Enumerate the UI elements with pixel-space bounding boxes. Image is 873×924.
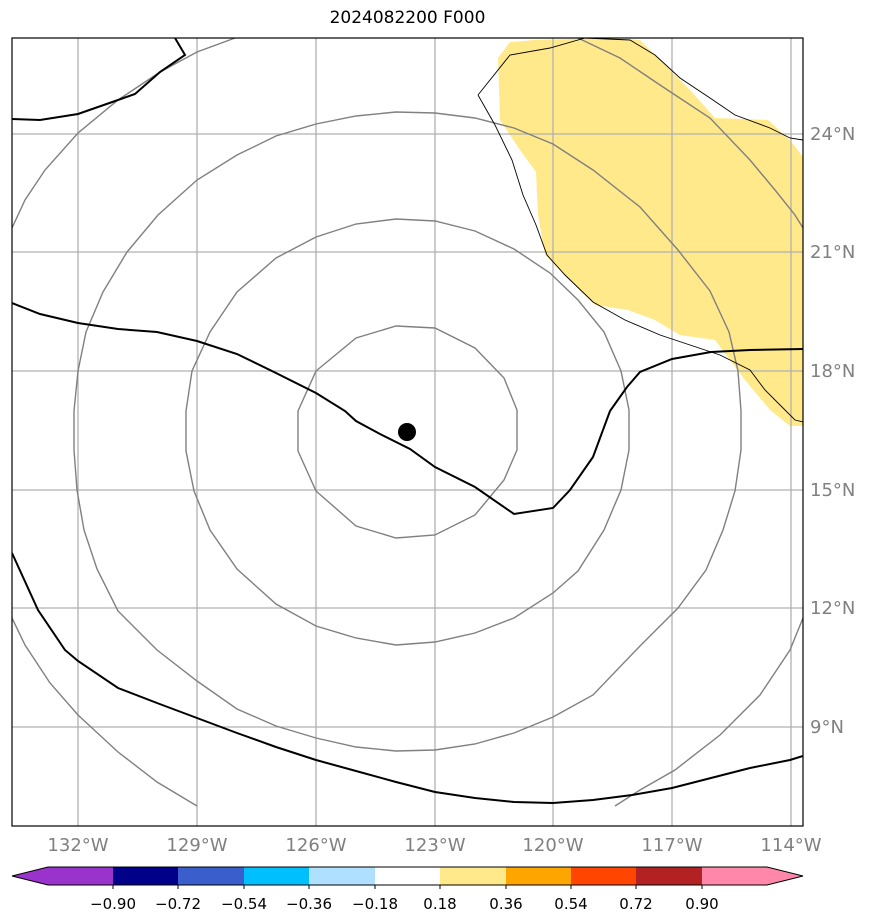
colorbar-segment-7 xyxy=(506,867,571,885)
lat-label: 12°N xyxy=(810,598,855,619)
colorbar-tick-label: 0.18 xyxy=(423,895,456,913)
storm-center-marker xyxy=(398,423,416,441)
colorbar-outline xyxy=(11,866,804,886)
black-contours xyxy=(12,38,803,805)
colorbar-segment-0 xyxy=(12,867,113,885)
colorbar-segment-5 xyxy=(375,867,440,885)
lat-label: 18°N xyxy=(810,361,855,382)
lon-label: 126°W xyxy=(285,835,346,856)
lon-label: 114°W xyxy=(760,835,821,856)
colorbar-segment-4 xyxy=(309,867,375,885)
colorbar-segment-8 xyxy=(571,867,636,885)
coastline xyxy=(477,38,803,423)
colorbar-segment-2 xyxy=(178,867,244,885)
colorbar: −0.90 −0.72 −0.54 −0.36 −0.18 0.18 0.36 … xyxy=(11,866,804,913)
latitude-labels: 24°N 21°N 18°N 15°N 12°N 9°N xyxy=(810,124,855,738)
colorbar-tick-label: 0.72 xyxy=(619,895,652,913)
colorbar-segment-6 xyxy=(440,867,506,885)
longitude-labels: 132°W 129°W 126°W 123°W 120°W 117°W 114°… xyxy=(47,835,821,856)
lon-label: 123°W xyxy=(404,835,465,856)
map-frame xyxy=(11,37,804,827)
lon-label: 120°W xyxy=(522,835,583,856)
colorbar-tick-label: 0.54 xyxy=(554,895,587,913)
lon-label: 129°W xyxy=(166,835,227,856)
colorbar-tick-label: −0.72 xyxy=(155,895,201,913)
map-title: 2024082200 F000 xyxy=(329,8,486,28)
lat-label: 24°N xyxy=(810,124,855,145)
lon-label: 132°W xyxy=(47,835,108,856)
lon-label: 117°W xyxy=(641,835,702,856)
colorbar-tick-label: −0.90 xyxy=(90,895,136,913)
colorbar-tick-label: −0.36 xyxy=(286,895,332,913)
map-panel xyxy=(12,38,803,826)
colorbar-segment-10 xyxy=(702,867,803,885)
colorbar-segment-3 xyxy=(244,867,309,885)
lat-label: 21°N xyxy=(810,242,855,263)
lat-label: 15°N xyxy=(810,480,855,501)
colorbar-segment-1 xyxy=(113,867,178,885)
colorbar-segment-9 xyxy=(636,867,702,885)
colorbar-tick-label: 0.90 xyxy=(685,895,718,913)
gridlines xyxy=(12,38,803,826)
colorbar-tick-label: −0.54 xyxy=(221,895,267,913)
colorbar-tick-label: 0.36 xyxy=(489,895,522,913)
colorbar-tick-label: −0.18 xyxy=(352,895,398,913)
gray-contours xyxy=(12,38,803,807)
lat-label: 9°N xyxy=(810,717,844,738)
